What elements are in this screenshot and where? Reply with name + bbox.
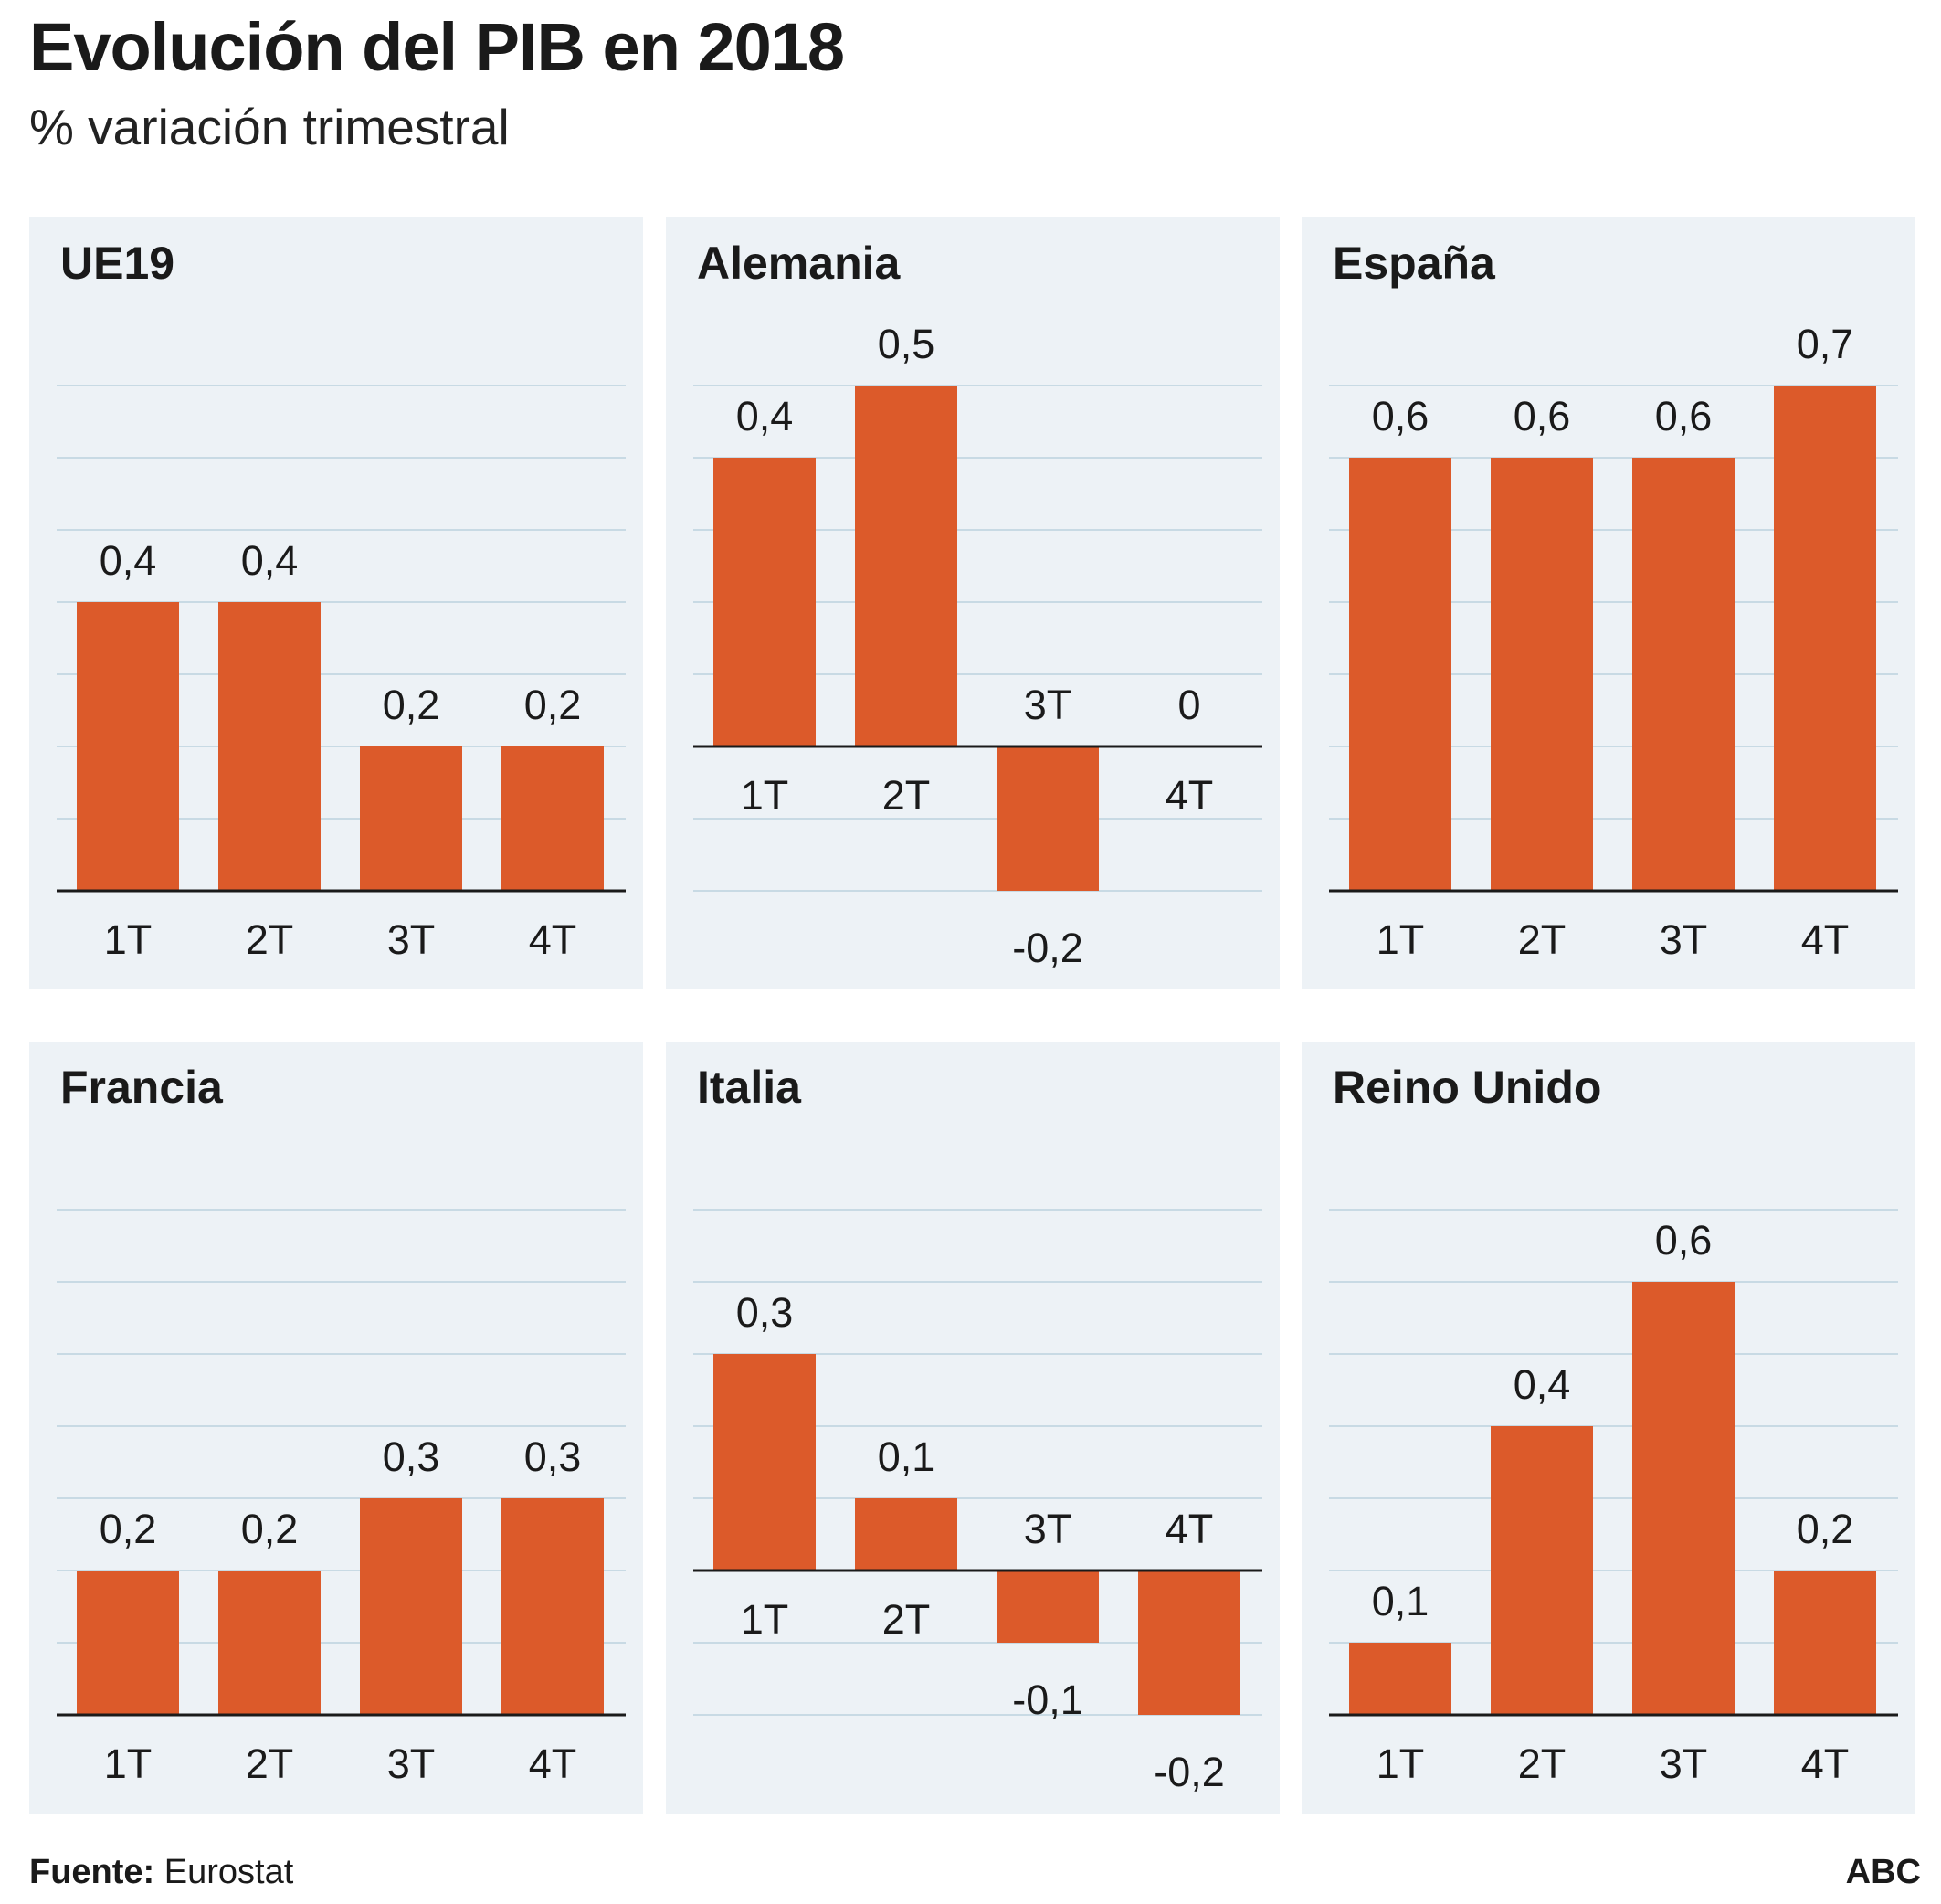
category-label: 4T [529, 916, 577, 963]
bar [77, 1571, 179, 1715]
category-label: 3T [387, 916, 436, 963]
data-label: 0,2 [100, 1506, 157, 1552]
data-label: 0,4 [241, 537, 299, 584]
category-label: 3T [1024, 682, 1072, 728]
bar [77, 602, 179, 891]
panel-francia: Francia 0,2 1T 0,2 2T 0,3 3T 0,3 4T [29, 1042, 643, 1814]
category-label: 4T [1166, 1506, 1214, 1552]
source-label: Fuente: [29, 1853, 155, 1891]
data-label: 0,2 [241, 1506, 299, 1552]
panel-reino-unido: Reino Unido 0,1 1T 0,4 2T 0,6 3T 0,2 4T [1302, 1042, 1915, 1814]
panel-ue19: UE19 0,4 1T 0,4 2T 0,2 3T 0,2 4T [29, 217, 643, 989]
data-label: -0,2 [1012, 925, 1083, 971]
category-label: 3T [1024, 1506, 1072, 1552]
data-label: 0,1 [878, 1433, 935, 1480]
category-label: 2T [1518, 916, 1567, 963]
panel-alemania: Alemania 0,4 1T 0,5 2T -0,2 3T 0 4T [666, 217, 1280, 989]
category-label: 4T [529, 1740, 577, 1787]
data-label: 0,1 [1372, 1578, 1429, 1624]
data-label: -0,2 [1154, 1749, 1225, 1795]
data-label: 0,2 [1797, 1506, 1854, 1552]
data-label: -0,1 [1012, 1677, 1083, 1723]
bar [1491, 1426, 1593, 1715]
panel-title: Italia [697, 1062, 801, 1113]
panel-title: Alemania [697, 238, 901, 289]
category-label: 2T [246, 916, 294, 963]
bar-chart: 0,4 1T 0,5 2T -0,2 3T 0 4T [693, 321, 1262, 971]
category-label: 4T [1166, 772, 1214, 819]
bar [360, 1498, 462, 1715]
brand-logo: ABC [1845, 1853, 1921, 1891]
panel-title: Reino Unido [1333, 1062, 1602, 1113]
category-label: 1T [1377, 1740, 1425, 1787]
bar-chart: 0,3 1T 0,1 2T -0,1 3T -0,2 4T [693, 1209, 1262, 1795]
data-label: 0,6 [1655, 1217, 1713, 1264]
bar [855, 1498, 957, 1571]
bar [713, 458, 816, 746]
bar [218, 1571, 321, 1715]
data-label: 0,3 [524, 1433, 582, 1480]
data-label: 0,2 [524, 682, 582, 728]
bar [997, 746, 1099, 891]
data-label: 0,6 [1655, 393, 1713, 439]
data-label: 0 [1177, 682, 1200, 728]
bar [501, 1498, 604, 1715]
panel-title: UE19 [60, 238, 175, 289]
category-label: 2T [246, 1740, 294, 1787]
bar [360, 746, 462, 891]
bar [855, 386, 957, 746]
data-label: 0,3 [736, 1289, 794, 1336]
category-label: 3T [1660, 1740, 1708, 1787]
source-note: Fuente: Eurostat [29, 1851, 293, 1893]
bar [1349, 458, 1451, 891]
category-label: 4T [1801, 1740, 1850, 1787]
category-label: 3T [1660, 916, 1708, 963]
bar [1491, 458, 1593, 891]
bar-chart: 0,4 1T 0,4 2T 0,2 3T 0,2 4T [57, 385, 626, 963]
bar-chart: 0,1 1T 0,4 2T 0,6 3T 0,2 4T [1329, 1209, 1898, 1787]
bar [1774, 1571, 1876, 1715]
bar [1774, 386, 1876, 891]
bar [501, 746, 604, 891]
panel-title: España [1333, 238, 1495, 289]
category-label: 1T [104, 1740, 153, 1787]
source-value: Eurostat [164, 1853, 294, 1891]
data-label: 0,6 [1372, 393, 1429, 439]
bar [1632, 1282, 1735, 1715]
data-label: 0,2 [383, 682, 440, 728]
data-label: 0,6 [1514, 393, 1571, 439]
category-label: 1T [741, 772, 789, 819]
panel-italia: Italia 0,3 1T 0,1 2T -0,1 3T -0,2 4T [666, 1042, 1280, 1814]
bar [997, 1571, 1099, 1643]
bar [1632, 458, 1735, 891]
chart-subtitle: % variación trimestral [29, 99, 510, 155]
category-label: 2T [882, 1596, 931, 1643]
bar [1349, 1643, 1451, 1715]
category-label: 4T [1801, 916, 1850, 963]
bar-chart: 0,6 1T 0,6 2T 0,6 3T 0,7 4T [1329, 321, 1898, 963]
category-label: 1T [104, 916, 153, 963]
panel-espana: España 0,6 1T 0,6 2T 0,6 3T 0,7 4T [1302, 217, 1915, 989]
category-label: 3T [387, 1740, 436, 1787]
bar [713, 1354, 816, 1571]
data-label: 0,3 [383, 1433, 440, 1480]
category-label: 2T [882, 772, 931, 819]
data-label: 0,7 [1797, 321, 1854, 367]
chart-title: Evolución del PIB en 2018 [29, 9, 845, 85]
bar [218, 602, 321, 891]
data-label: 0,4 [1514, 1361, 1571, 1408]
data-label: 0,5 [878, 321, 935, 367]
category-label: 1T [1377, 916, 1425, 963]
data-label: 0,4 [736, 393, 794, 439]
category-label: 2T [1518, 1740, 1567, 1787]
bar-chart: 0,2 1T 0,2 2T 0,3 3T 0,3 4T [57, 1209, 626, 1787]
data-label: 0,4 [100, 537, 157, 584]
category-label: 1T [741, 1596, 789, 1643]
bar [1138, 1571, 1240, 1715]
panel-title: Francia [60, 1062, 223, 1113]
